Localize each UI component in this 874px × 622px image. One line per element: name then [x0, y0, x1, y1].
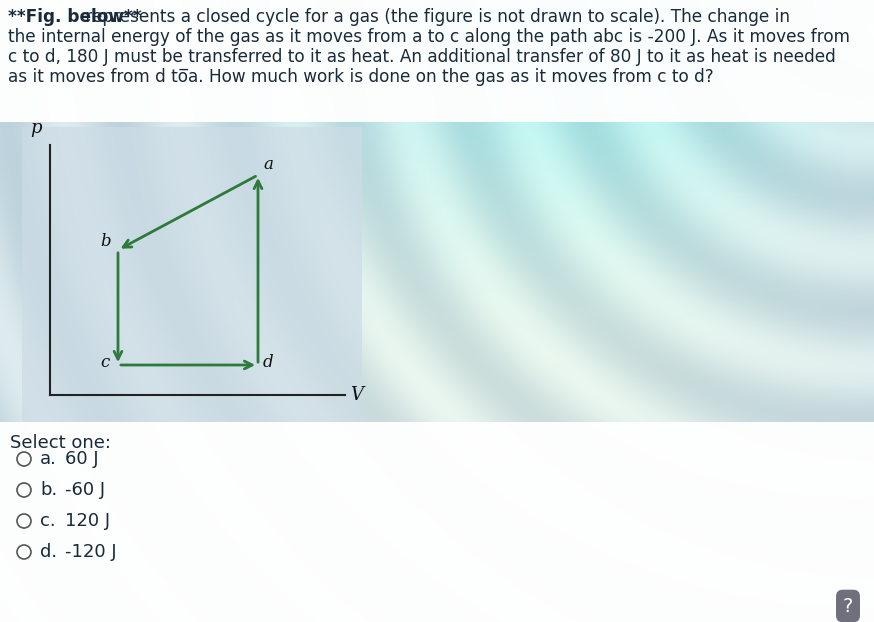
Text: c: c: [100, 354, 109, 371]
Bar: [0, 422, 874, 622]
Text: V: V: [350, 386, 363, 404]
Text: **Fig. below**: **Fig. below**: [8, 8, 142, 26]
Text: 60 J: 60 J: [65, 450, 99, 468]
Text: -120 J: -120 J: [65, 543, 116, 561]
Text: represents a closed cycle for a gas (the figure is not drawn to scale). The chan: represents a closed cycle for a gas (the…: [80, 8, 790, 26]
Bar: [22, 127, 362, 422]
Text: a: a: [263, 156, 273, 173]
Text: as it moves from d to̅a. How much work is done on the gas as it moves from c to : as it moves from d to̅a. How much work i…: [8, 68, 714, 86]
Text: -60 J: -60 J: [65, 481, 105, 499]
Text: d.: d.: [40, 543, 57, 561]
Text: b.: b.: [40, 481, 58, 499]
Text: ?: ?: [843, 596, 853, 616]
Text: Select one:: Select one:: [10, 434, 111, 452]
Text: p: p: [31, 119, 42, 137]
Bar: [0, 0, 874, 122]
Text: a.: a.: [40, 450, 57, 468]
Text: c.: c.: [40, 512, 56, 530]
Text: 120 J: 120 J: [65, 512, 110, 530]
Text: b: b: [100, 233, 111, 250]
Text: c to d, 180 J must be transferred to it as heat. An additional transfer of 80 J : c to d, 180 J must be transferred to it …: [8, 48, 836, 66]
Text: d: d: [263, 354, 274, 371]
Text: the internal energy of the gas as it moves from a to c along the path abc is -20: the internal energy of the gas as it mov…: [8, 28, 850, 46]
